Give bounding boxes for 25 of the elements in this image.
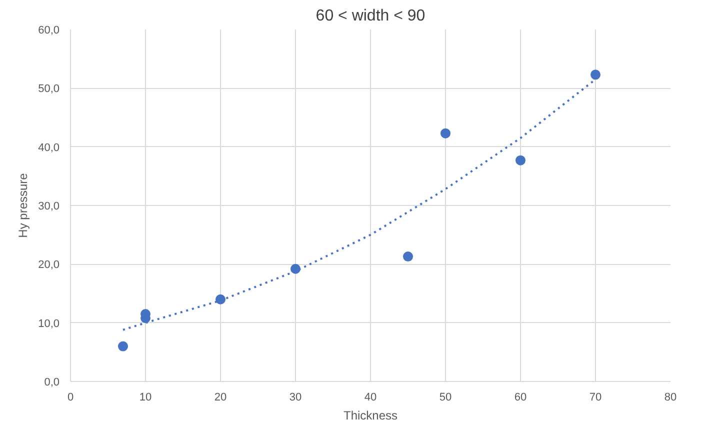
y-tick-label: 0,0 (44, 376, 60, 388)
x-axis-title: Thickness (343, 408, 398, 422)
x-tick-label: 20 (214, 392, 227, 404)
point (118, 341, 128, 352)
x-tick-label: 10 (139, 392, 152, 404)
x-tick-label: 80 (664, 392, 677, 404)
x-tick-label: 50 (439, 392, 452, 404)
point (590, 70, 600, 80)
point (516, 155, 526, 166)
y-tick-label: 40,0 (38, 142, 60, 154)
chart-title: 60 < width < 90 (316, 8, 426, 24)
point (216, 294, 226, 304)
x-tick-label: 0 (67, 392, 74, 404)
point (440, 128, 450, 138)
y-tick-label: 60,0 (38, 24, 60, 36)
x-tick-label: 70 (589, 392, 602, 404)
y-axis-title: Hy pressure (16, 172, 30, 238)
y-tick-label: 10,0 (38, 318, 60, 330)
point (403, 252, 413, 262)
y-tick-label: 20,0 (38, 259, 60, 272)
y-tick-label: 50,0 (38, 83, 60, 96)
x-tick-label: 30 (289, 392, 302, 404)
y-tick-label: 30,0 (38, 200, 60, 212)
x-tick-label: 60 (514, 392, 527, 404)
x-tick-label: 40 (364, 392, 377, 404)
